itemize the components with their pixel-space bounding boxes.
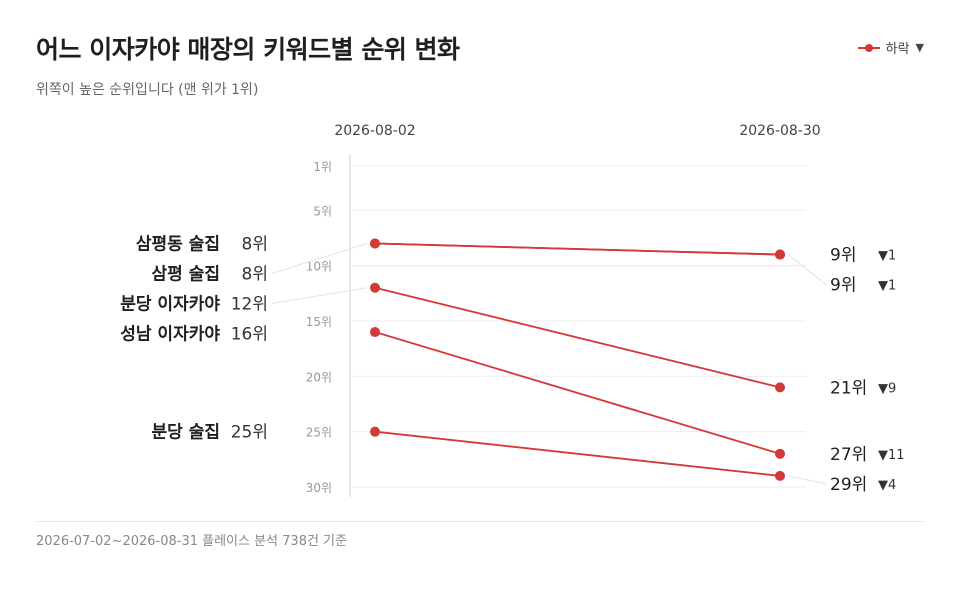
data-point-end bbox=[775, 249, 785, 260]
series-line bbox=[374, 430, 781, 477]
series-name-label: 삼평 술집 bbox=[152, 264, 220, 284]
change-label: ▼1 bbox=[878, 279, 896, 294]
x-label-end: 2026-08-30 bbox=[739, 123, 820, 139]
series-name-label: 성남 이자카야 bbox=[120, 324, 220, 344]
data-point-start bbox=[370, 426, 380, 437]
legend: 하락 ▼ bbox=[857, 38, 924, 57]
change-label: ▼11 bbox=[878, 448, 905, 463]
y-tick-label: 5위 bbox=[313, 204, 332, 218]
y-tick-label: 15위 bbox=[306, 315, 332, 329]
y-tick-label: 30위 bbox=[306, 481, 332, 495]
series-line bbox=[374, 331, 781, 455]
leader-line-start bbox=[271, 287, 368, 304]
legend-line-marker bbox=[857, 42, 880, 54]
end-rank-label: 9위 bbox=[830, 276, 856, 296]
series-name-label: 분당 술집 bbox=[152, 423, 220, 443]
leader-line-end bbox=[787, 254, 827, 285]
x-label-start: 2026-08-02 bbox=[334, 123, 415, 139]
series-line bbox=[374, 242, 781, 256]
y-tick-label: 25위 bbox=[306, 426, 332, 440]
data-point-end bbox=[775, 382, 785, 393]
data-point-end bbox=[775, 448, 785, 459]
change-label: ▼4 bbox=[878, 478, 896, 493]
end-rank-label: 21위 bbox=[830, 378, 867, 398]
y-tick-label: 20위 bbox=[306, 370, 332, 384]
leader-line-end bbox=[787, 475, 827, 485]
end-rank-label: 29위 bbox=[830, 475, 867, 495]
footer-divider bbox=[36, 521, 924, 522]
change-label: ▼1 bbox=[878, 249, 896, 264]
start-rank-label: 12위 bbox=[231, 294, 268, 314]
start-rank-label: 16위 bbox=[231, 324, 268, 344]
chart-subtitle: 위쪽이 높은 순위입니다 (맨 위가 1위) bbox=[36, 82, 259, 98]
end-rank-label: 27위 bbox=[830, 445, 867, 465]
data-point-start bbox=[370, 282, 380, 293]
start-rank-label: 25위 bbox=[231, 423, 268, 443]
y-tick-label: 10위 bbox=[306, 260, 332, 274]
start-rank-label: 8위 bbox=[242, 234, 268, 254]
series-line bbox=[374, 286, 781, 389]
series-name-label: 분당 이자카야 bbox=[120, 294, 220, 314]
start-rank-label: 8위 bbox=[242, 264, 268, 284]
down-arrow-icon: ▼ bbox=[915, 41, 924, 54]
y-tick-label: 1위 bbox=[313, 160, 332, 174]
data-point-start bbox=[370, 327, 380, 338]
change-label: ▼9 bbox=[878, 381, 896, 396]
chart-title: 어느 이자카야 매장의 키워드별 순위 변화 bbox=[36, 35, 460, 64]
footer-note: 2026-07-02~2026-08-31 플레이스 분석 738건 기준 bbox=[36, 534, 347, 549]
legend-label: 하락 bbox=[885, 42, 910, 57]
data-point-end bbox=[775, 470, 785, 481]
leader-line-start bbox=[271, 243, 368, 274]
series-name-label: 삼평동 술집 bbox=[136, 234, 220, 254]
end-rank-label: 9위 bbox=[830, 246, 856, 266]
data-point-start bbox=[370, 238, 380, 249]
